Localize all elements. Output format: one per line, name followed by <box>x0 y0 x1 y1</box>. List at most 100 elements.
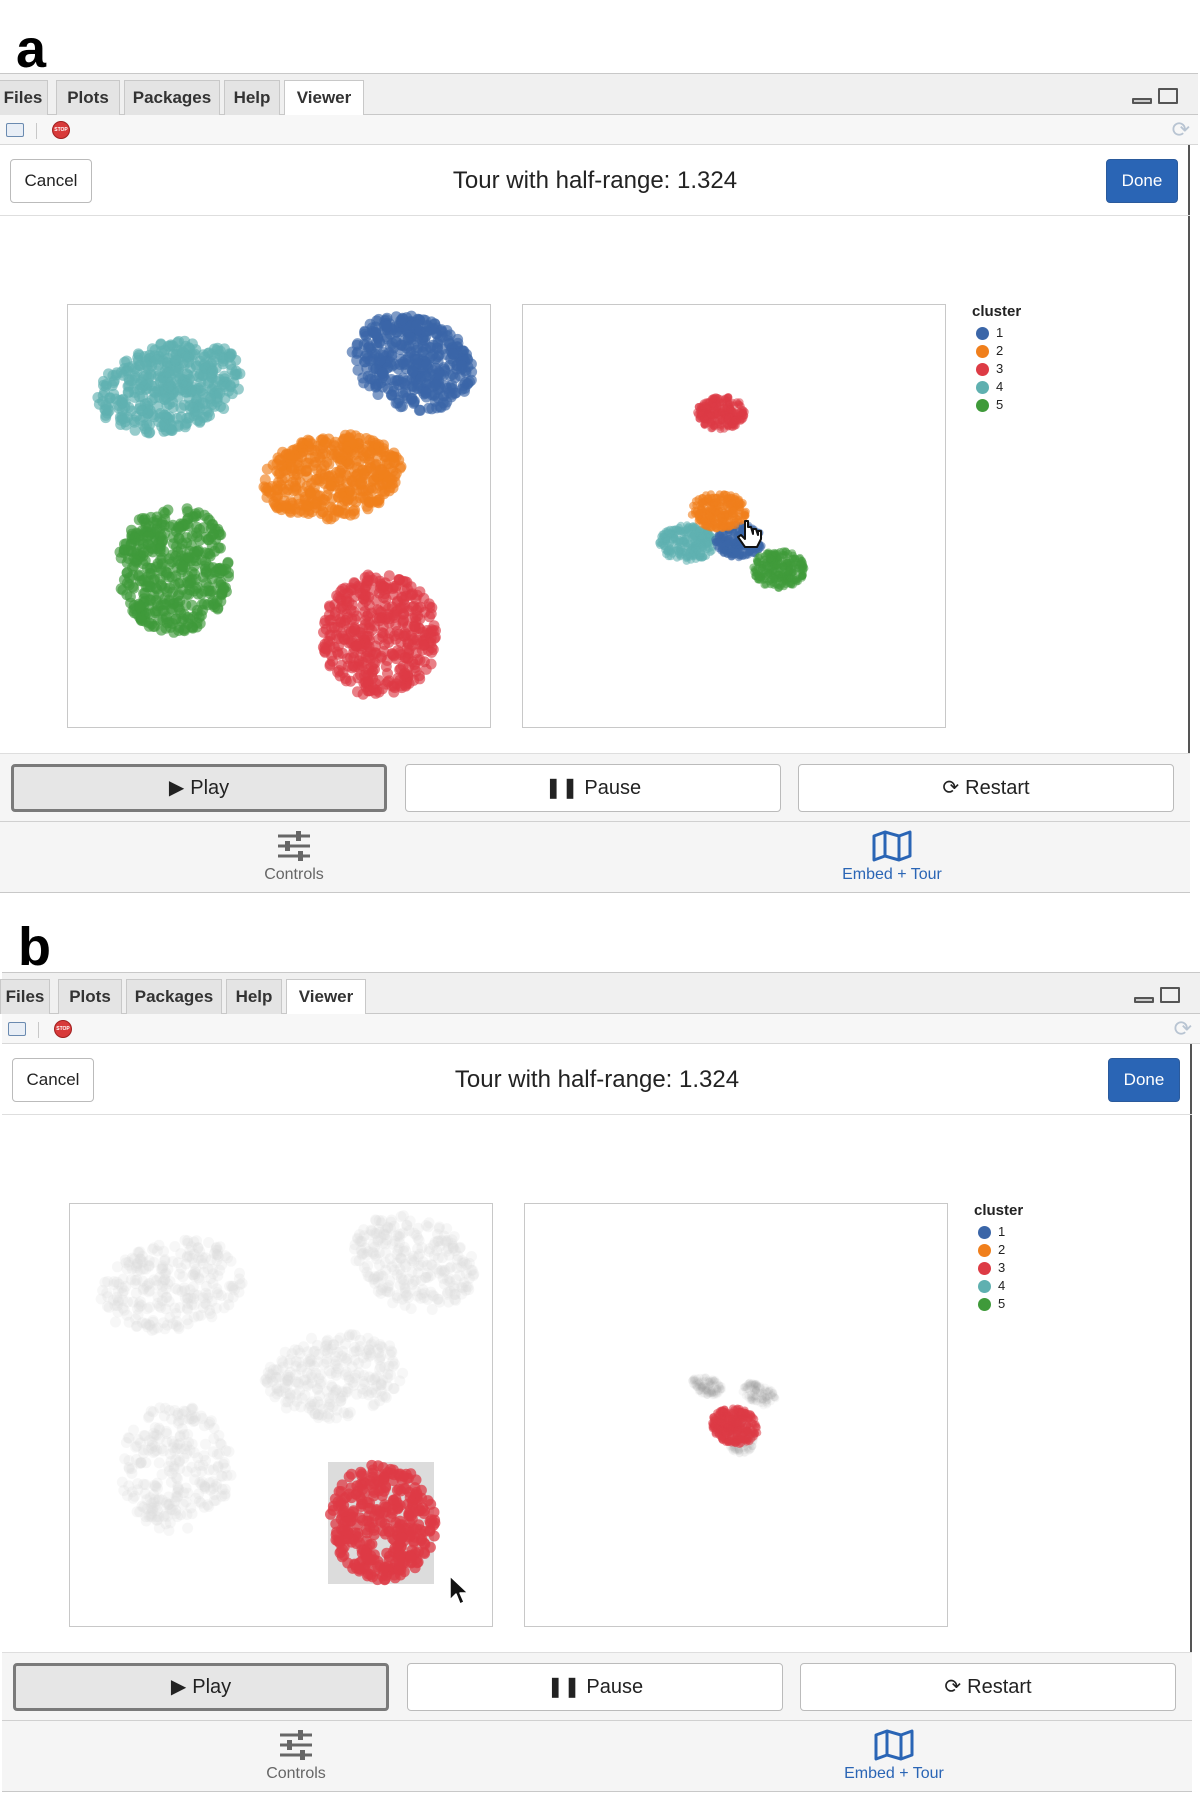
cancel-button[interactable]: Cancel <box>12 1058 94 1102</box>
scatter-point-faded <box>131 1274 143 1286</box>
scatter-point <box>299 494 311 506</box>
scatter-point-faded <box>688 1375 697 1384</box>
nav-embed-tour[interactable]: Embed + Tour <box>742 822 1042 894</box>
tab-packages[interactable]: Packages <box>126 979 222 1014</box>
tour-plot[interactable] <box>522 304 946 728</box>
scatter-point <box>382 676 394 688</box>
scatter-point-faded <box>199 1297 211 1309</box>
scatter-point-faded <box>349 1329 361 1341</box>
play-button[interactable]: ▶ Play <box>11 764 387 812</box>
scatter-point-faded <box>148 1479 160 1491</box>
restart-button[interactable]: ⟳ Restart <box>798 764 1174 812</box>
scatter-point-faded <box>392 1230 404 1242</box>
scatter-point-faded <box>349 1372 361 1384</box>
scatter-point-faded <box>751 1392 760 1401</box>
scatter-point-faded <box>270 1364 282 1376</box>
scatter-point-faded <box>132 1303 144 1315</box>
scatter-point-faded <box>456 1281 468 1293</box>
tab-viewer[interactable]: Viewer <box>286 979 366 1016</box>
scatter-point-faded <box>301 1367 313 1379</box>
tab-files[interactable]: Files <box>0 979 50 1014</box>
pause-button[interactable]: ❚❚ Pause <box>405 764 781 812</box>
scatter-point-faded <box>425 1286 437 1298</box>
maximize-icon[interactable] <box>1158 88 1178 104</box>
scatter-point-faded <box>358 1378 370 1390</box>
scatter-point-faded <box>118 1485 130 1496</box>
scatter-point <box>405 630 417 641</box>
minimize-icon[interactable] <box>1132 98 1152 104</box>
scatter-point <box>378 592 389 604</box>
scatter-point-faded <box>366 1374 378 1386</box>
scatter-point-faded <box>713 1385 722 1394</box>
maximize-icon[interactable] <box>1160 987 1180 1003</box>
scatter-point-faded <box>306 1377 318 1389</box>
refresh-icon[interactable]: ⟳ <box>1171 117 1190 142</box>
scatter-point-faded <box>758 1399 767 1408</box>
scatter-point-faded <box>304 1356 316 1367</box>
stop-icon[interactable]: STOP <box>54 1020 72 1038</box>
scatter-point-faded <box>380 1392 392 1404</box>
tab-help[interactable]: Help <box>224 80 280 115</box>
tab-packages[interactable]: Packages <box>124 80 220 115</box>
scatter-point-faded <box>182 1487 194 1499</box>
cancel-button[interactable]: Cancel <box>10 159 92 203</box>
scatter-point-faded <box>227 1291 239 1303</box>
scatter-point-faded <box>138 1444 150 1456</box>
scatter-point <box>143 427 155 439</box>
scatter-point-faded <box>362 1246 374 1258</box>
scatter-point-faded <box>392 1244 404 1256</box>
done-button[interactable]: Done <box>1106 159 1178 203</box>
scatter-point-faded <box>111 1291 123 1303</box>
embedding-plot[interactable] <box>67 304 491 728</box>
refresh-icon[interactable]: ⟳ <box>1173 1016 1192 1041</box>
scatter-point <box>729 516 738 524</box>
export-icon[interactable] <box>8 1022 26 1036</box>
scatter-point-faded <box>433 1223 445 1234</box>
scatter-point-faded <box>149 1441 161 1453</box>
scatter-point-selected <box>387 1504 399 1516</box>
scatter-point-faded <box>280 1387 292 1399</box>
scatter-point-faded <box>381 1380 393 1392</box>
tab-plots[interactable]: Plots <box>58 979 122 1014</box>
scatter-point-faded <box>192 1252 204 1264</box>
tab-viewer[interactable]: Viewer <box>284 80 364 117</box>
scatter-point-faded <box>462 1281 474 1293</box>
scatter-point-faded <box>158 1317 169 1329</box>
scatter-point-faded <box>120 1257 132 1269</box>
tab-files[interactable]: Files <box>0 80 48 115</box>
scatter-point-faded <box>168 1463 180 1475</box>
scatter-point-faded <box>758 1387 767 1396</box>
scatter-point-faded <box>762 1386 771 1395</box>
scatter-point <box>139 587 151 599</box>
scatter-point-faded <box>262 1377 273 1389</box>
scatter-point-faded <box>157 1260 169 1272</box>
stop-icon[interactable]: STOP <box>52 121 70 139</box>
scatter-point-faded <box>130 1454 142 1465</box>
tab-help[interactable]: Help <box>226 979 282 1014</box>
scatter-point-faded <box>207 1446 219 1458</box>
scatter-point-faded <box>214 1438 226 1449</box>
scatter-point-faded <box>749 1384 758 1393</box>
scatter-point-faded <box>172 1407 184 1419</box>
scatter-point-faded <box>375 1379 387 1391</box>
scatter-point-faded <box>699 1381 708 1390</box>
tab-plots[interactable]: Plots <box>56 80 120 115</box>
scatter-point-faded <box>466 1264 478 1276</box>
export-icon[interactable] <box>6 123 24 137</box>
scatter-point-faded <box>203 1501 215 1512</box>
scatter-point-faded <box>742 1385 750 1394</box>
minimize-icon[interactable] <box>1134 997 1154 1003</box>
scatter-point-faded <box>749 1386 758 1395</box>
scatter-point-faded <box>691 1376 700 1385</box>
embedding-plot[interactable] <box>69 1203 493 1627</box>
nav-controls[interactable]: Controls <box>144 822 444 894</box>
scatter-point-faded <box>752 1381 761 1390</box>
scatter-point-selected <box>390 1493 402 1505</box>
scatter-point-faded <box>467 1270 479 1282</box>
scatter-point-faded <box>234 1267 245 1279</box>
scatter-point-faded <box>367 1274 379 1285</box>
tour-plot[interactable] <box>524 1203 948 1627</box>
scatter-point-faded <box>323 1412 335 1424</box>
done-button[interactable]: Done <box>1108 1058 1180 1102</box>
scatter-point-faded <box>361 1249 373 1261</box>
